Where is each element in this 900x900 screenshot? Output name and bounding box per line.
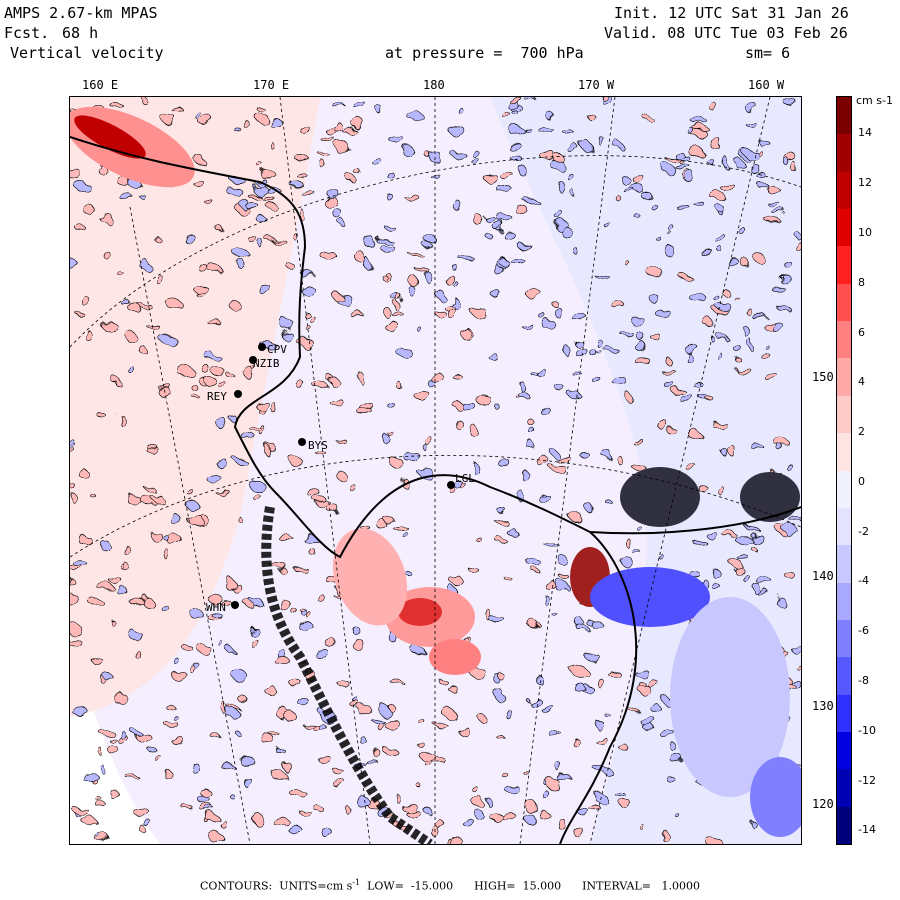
colorbar-swatch (837, 582, 851, 621)
colorbar-swatch (837, 507, 851, 546)
colorbar-label: 8 (858, 275, 865, 289)
colorbar-units: cm s-1 (856, 94, 893, 107)
colorbar-swatch (837, 358, 851, 397)
coastline (70, 136, 638, 844)
colorbar-swatch (837, 321, 851, 359)
strong-cells (70, 106, 801, 837)
footer-low: LOW= -15.000 (367, 879, 454, 893)
lon-tick-160e: 160 E (82, 78, 119, 92)
colorbar-label: -14 (858, 823, 876, 837)
colorbar-label: -12 (858, 773, 876, 787)
colorbar-label: -10 (858, 723, 876, 737)
map-canvas: CPV NZIB REY BYS LGL WHN (70, 97, 801, 844)
colorbar-label: -6 (858, 624, 869, 638)
station-nzib: NZIB (253, 357, 280, 370)
station-lgl: LGL (455, 472, 475, 485)
colorbar (836, 96, 852, 845)
footer-high: HIGH= 15.000 (474, 879, 562, 893)
colorbar-label: 14 (858, 126, 872, 140)
colorbar-swatch (837, 97, 851, 135)
footer-interval: INTERVAL= 1.0000 (582, 879, 700, 893)
colorbar-swatch (837, 209, 851, 247)
colorbar-label: 12 (858, 176, 872, 190)
smoothing-label: sm= 6 (745, 44, 791, 62)
colorbar-swatch (837, 246, 851, 285)
colorbar-swatch (837, 433, 851, 471)
pressure-level: at pressure = 700 hPa (385, 44, 584, 62)
colorbar-label: -4 (858, 574, 869, 588)
station-cpv: CPV (267, 343, 287, 356)
model-title: AMPS 2.67-km MPAS (4, 4, 158, 22)
contour-info: CONTOURS: UNITS=cm s-1 LOW= -15.000 HIGH… (0, 878, 900, 893)
lon-tick-170w: 170 W (578, 78, 615, 92)
colorbar-swatch (837, 731, 851, 770)
colorbar-swatch (837, 171, 851, 210)
ice-shelf-edge (589, 506, 801, 535)
positive-region-west (70, 97, 320, 717)
station-bys: BYS (308, 439, 328, 452)
colorbar-swatch (837, 769, 851, 808)
station-rey: REY (207, 390, 227, 403)
colorbar-label: 0 (858, 474, 865, 488)
colorbar-swatch (837, 694, 851, 733)
graticule (70, 97, 801, 844)
colorbar-swatch (837, 395, 851, 434)
domain-edge-white (70, 637, 160, 844)
field-name: Vertical velocity (10, 44, 164, 62)
lon-tick-160w: 160 W (748, 78, 785, 92)
colorbar-label: 10 (858, 225, 872, 239)
colorbar-swatch (837, 619, 851, 658)
footer-contours: CONTOURS: UNITS=cm s (200, 879, 353, 893)
station-dots (231, 343, 455, 609)
colorbar-swatch (837, 545, 851, 584)
colorbar-swatch (837, 657, 851, 696)
station-whn: WHN (206, 601, 226, 614)
colorbar-label: -8 (858, 674, 869, 687)
forecast-label: Fcst. (4, 24, 50, 42)
map-panel: CPV NZIB REY BYS LGL WHN (69, 96, 802, 845)
colorbar-swatch (837, 134, 851, 173)
footer-units-sup: -1 (352, 878, 361, 887)
init-time: Init. 12 UTC Sat 31 Jan 26 (614, 4, 849, 22)
colorbar-label: 6 (858, 325, 865, 339)
colorbar-label: -2 (858, 524, 869, 538)
colorbar-label: 4 (858, 375, 865, 389)
lon-tick-180: 180 (423, 78, 445, 92)
colorbar-swatch (837, 283, 851, 322)
forecast-hour: 68 h (62, 24, 99, 42)
lon-tick-170e: 170 E (253, 78, 290, 92)
valid-time: Valid. 08 UTC Tue 03 Feb 26 (604, 24, 848, 42)
transantarctic-mountains (261, 506, 433, 844)
colorbar-swatch (837, 470, 851, 509)
colorbar-label: 2 (858, 425, 865, 439)
colorbar-swatch (837, 806, 851, 845)
